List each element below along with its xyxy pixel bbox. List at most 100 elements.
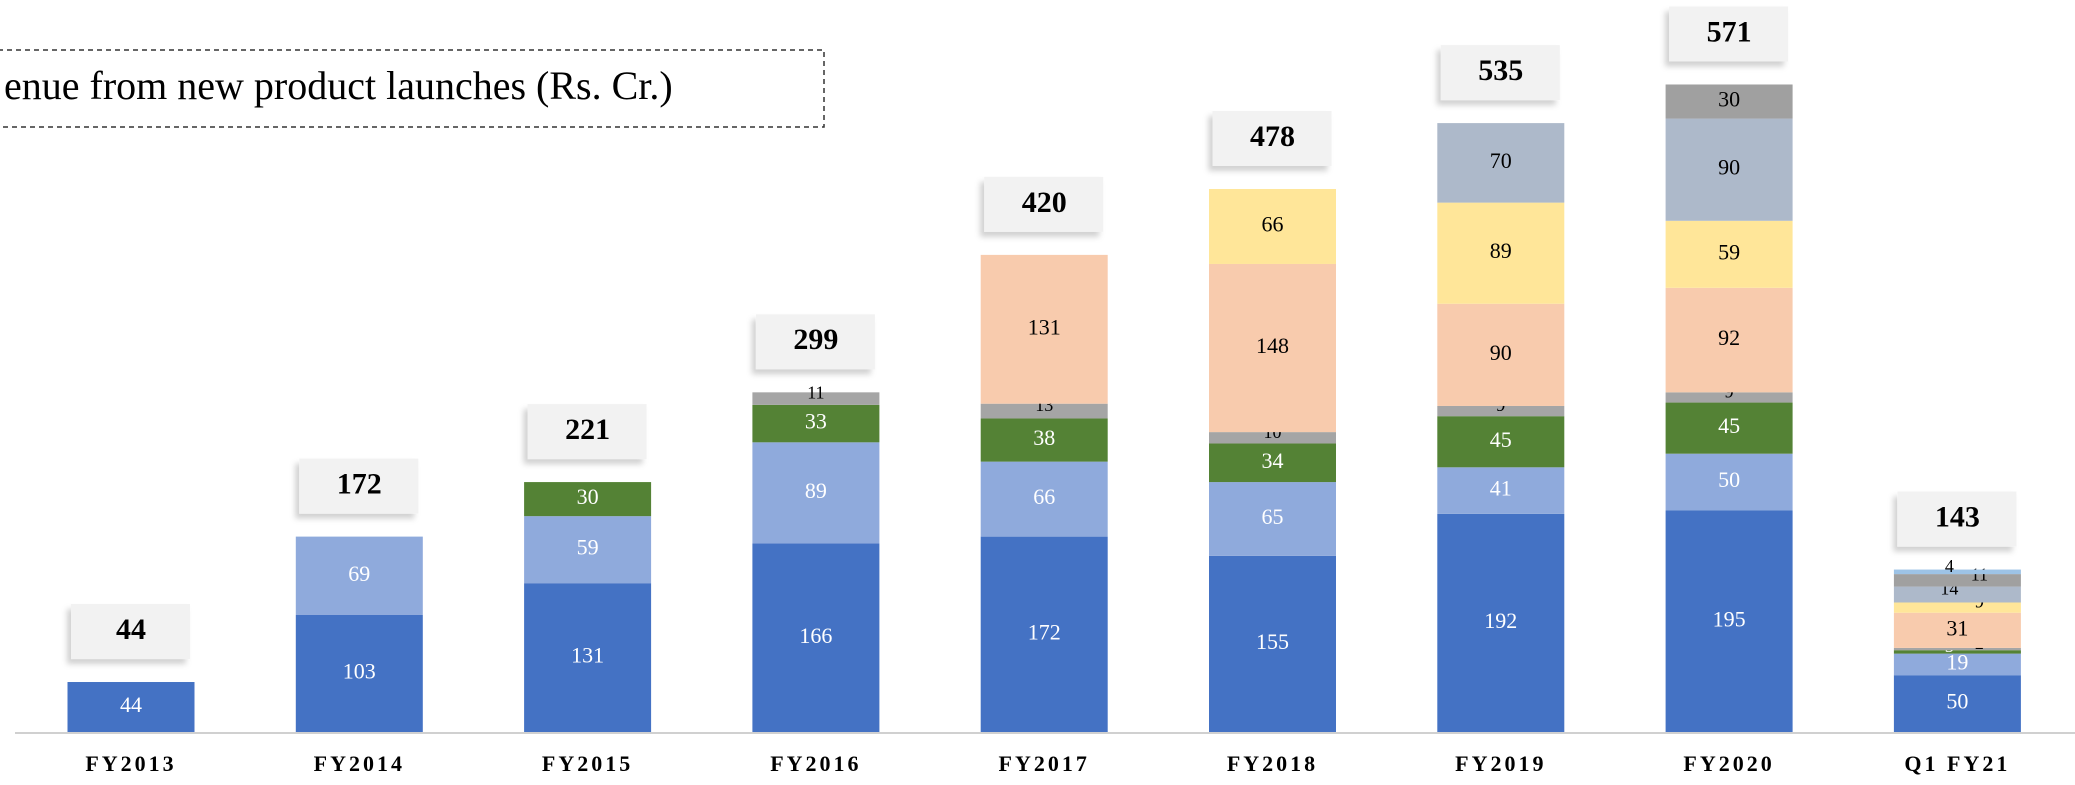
value-label: 172 <box>1028 619 1061 644</box>
bar-segment <box>1893 653 2021 676</box>
value-label: 50 <box>1718 467 1740 492</box>
total-label: 172 <box>337 467 382 500</box>
value-label: 65 <box>1262 504 1284 529</box>
x-tick-label: FY2016 <box>770 751 861 776</box>
bar-segment <box>1209 263 1336 433</box>
bar-segment <box>1665 220 1793 288</box>
total-box <box>1212 110 1332 166</box>
total-label: 143 <box>1935 500 1980 533</box>
bar-segment <box>1893 574 2021 587</box>
value-label: 59 <box>577 535 599 560</box>
total-label: 571 <box>1707 15 1752 48</box>
chart-title: enue from new product launches (Rs. Cr.) <box>4 63 673 108</box>
bar-segment <box>1893 675 2021 732</box>
bar-segment <box>1437 303 1565 406</box>
value-label: 44 <box>120 692 142 717</box>
x-tick-label: FY2020 <box>1683 751 1774 776</box>
bar-segment <box>1665 287 1793 393</box>
value-label: 45 <box>1718 413 1740 438</box>
x-tick-label: FY2019 <box>1455 751 1546 776</box>
bar-segment <box>1437 202 1565 304</box>
bar-segment <box>295 614 423 732</box>
bar-segment <box>1209 555 1336 732</box>
x-tick-label: FY2018 <box>1227 751 1318 776</box>
total-box <box>299 458 419 514</box>
value-label: 11 <box>1971 564 1988 584</box>
bar-segment <box>1209 188 1336 264</box>
total-label: 221 <box>565 413 610 446</box>
total-box <box>1897 491 2017 547</box>
bar-segment <box>980 403 1108 419</box>
bar-segment <box>1437 405 1565 417</box>
bar-segment <box>1893 586 2021 603</box>
bar-segment <box>1893 650 2021 654</box>
bar-segment <box>980 461 1108 537</box>
value-label: 33 <box>805 409 827 434</box>
bar-segment <box>1665 392 1793 403</box>
bar-segment <box>1665 84 1793 119</box>
total-box <box>1669 6 1789 62</box>
total-box <box>527 404 647 460</box>
value-label: 31 <box>1946 615 1968 640</box>
value-label: 89 <box>805 478 827 503</box>
bar-segment <box>752 404 880 443</box>
value-label: 45 <box>1490 427 1512 452</box>
bar-segment <box>1209 432 1336 444</box>
value-label: 90 <box>1490 340 1512 365</box>
bar-segment <box>980 536 1108 732</box>
bar-segment <box>1437 123 1565 203</box>
value-label: 38 <box>1033 425 1055 450</box>
value-label: 69 <box>348 561 370 586</box>
value-label: 30 <box>1718 87 1740 112</box>
total-box <box>755 314 875 370</box>
total-label: 420 <box>1022 186 1067 219</box>
bar-segment <box>980 418 1108 462</box>
value-label: 195 <box>1713 606 1746 631</box>
value-label: 66 <box>1262 212 1284 237</box>
bar-segment <box>1437 513 1565 732</box>
value-label: 34 <box>1262 448 1284 473</box>
bar-segment <box>1437 416 1565 468</box>
value-label: 50 <box>1946 689 1968 714</box>
value-label: 192 <box>1484 608 1517 633</box>
total-label: 299 <box>793 323 838 356</box>
bar-segment <box>295 536 423 615</box>
total-box <box>71 604 190 660</box>
total-label: 44 <box>116 613 146 646</box>
value-label: 66 <box>1033 484 1055 509</box>
value-label: 90 <box>1718 155 1740 180</box>
value-label: 59 <box>1718 239 1740 264</box>
bar-segment <box>1893 612 2021 648</box>
bar-segment <box>752 392 880 405</box>
value-label: 41 <box>1490 476 1512 501</box>
bar-segment <box>1209 443 1336 483</box>
bar-segment <box>1665 118 1793 221</box>
value-label: 19 <box>1946 649 1968 674</box>
value-label: 131 <box>571 643 604 668</box>
value-label: 30 <box>577 484 599 509</box>
bar-segment <box>1437 467 1565 514</box>
title-box <box>0 49 825 128</box>
bar-segment <box>1893 647 2021 651</box>
bar-segment <box>980 254 1108 404</box>
x-tick-label: FY2013 <box>85 751 176 776</box>
x-tick-label: Q1 FY21 <box>1904 751 2010 776</box>
bar-segment <box>524 482 652 517</box>
value-label: 155 <box>1256 629 1289 654</box>
value-label: 89 <box>1490 238 1512 263</box>
value-label: 4 <box>1945 556 1954 576</box>
total-label: 535 <box>1478 54 1523 87</box>
bar-segment <box>1893 569 2021 575</box>
x-tick-label: FY2015 <box>542 751 633 776</box>
bar-segment <box>1209 482 1336 556</box>
x-tick-label: FY2017 <box>999 751 1090 776</box>
value-label: 148 <box>1256 333 1289 358</box>
total-box <box>984 176 1104 232</box>
bar-segment <box>524 516 652 584</box>
bar-segment <box>752 543 880 732</box>
bar-segment <box>1665 510 1793 732</box>
bar-segment <box>524 583 652 732</box>
bar-segment <box>67 682 195 732</box>
x-tick-label: FY2014 <box>314 751 405 776</box>
